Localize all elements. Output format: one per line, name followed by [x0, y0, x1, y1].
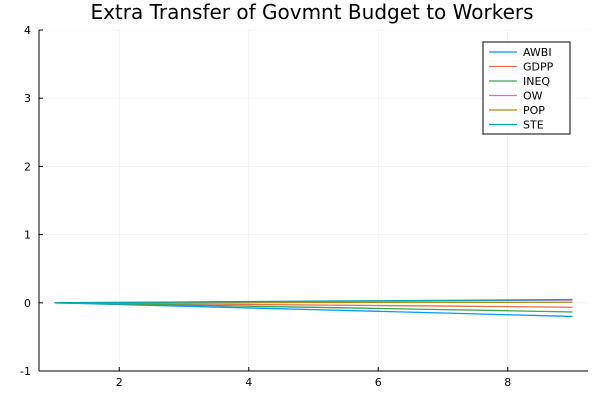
y-tick-label: 1 — [24, 229, 31, 242]
legend-label-ste: STE — [523, 119, 544, 132]
series-line-gdpp — [54, 302, 573, 308]
x-tick-label: 6 — [375, 376, 382, 389]
series-line-ste — [54, 298, 573, 304]
legend-label-ow: OW — [523, 90, 543, 103]
axes — [38, 29, 588, 372]
y-tick-label: 4 — [24, 24, 31, 37]
y-tick-label: 0 — [24, 297, 31, 310]
tick-labels: 2 4 6 8 -1 0 1 2 3 4 — [20, 24, 511, 389]
series-line-ineq — [54, 302, 573, 313]
legend-label-pop: POP — [523, 104, 545, 117]
legend-box — [482, 41, 571, 135]
legend-label-ineq: INEQ — [523, 75, 550, 88]
chart-title: Extra Transfer of Govmnt Budget to Worke… — [90, 0, 533, 24]
legend-label-awbi: AWBI — [523, 46, 552, 59]
x-tick-label: 8 — [504, 376, 511, 389]
x-tick-label: 4 — [245, 376, 252, 389]
x-tick-label: 2 — [116, 376, 123, 389]
y-tick-label: 3 — [24, 92, 31, 105]
y-tick-label: 2 — [24, 160, 31, 173]
legend-label-gdpp: GDPP — [523, 61, 554, 74]
series-line-awbi — [54, 302, 573, 318]
y-tick-label: -1 — [20, 365, 31, 378]
series-lines — [54, 298, 573, 318]
